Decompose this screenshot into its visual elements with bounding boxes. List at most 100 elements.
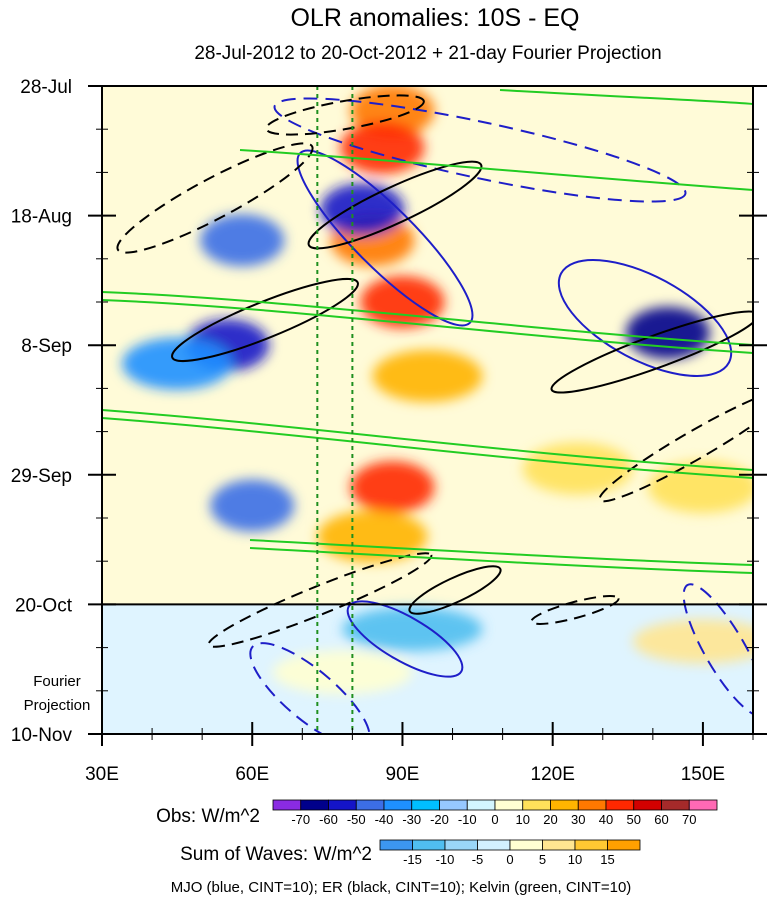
er-contour	[265, 94, 425, 136]
y-tick-label: 10-Nov	[11, 725, 73, 746]
colorbar-swatch	[272, 799, 302, 811]
reference-lines	[316, 86, 354, 734]
colorbar-swatch	[661, 799, 690, 811]
colorbar-swatch	[688, 799, 718, 811]
y-tick-label: 28-Jul	[20, 77, 72, 98]
wave-contours	[102, 89, 753, 734]
obs-anomaly-region	[210, 479, 295, 532]
mjo-contour	[273, 97, 687, 203]
colorbar-tick-label: -15	[403, 852, 422, 867]
obs-anomaly-region	[372, 350, 483, 403]
colorbar-tick-label: 40	[599, 812, 613, 827]
legend-note: MJO (blue, CINT=10); ER (black, CINT=10)…	[171, 879, 632, 896]
colorbar-swatch	[466, 799, 496, 811]
er-contour	[207, 552, 433, 648]
x-tick-label: 90E	[386, 764, 420, 785]
colorbar-swatch	[477, 839, 511, 851]
colorbar-swatch	[577, 799, 607, 811]
obs-heatmap	[102, 86, 753, 734]
colorbar-swatch	[633, 799, 662, 811]
colorbar-tick-label: 70	[682, 812, 696, 827]
colorbar-tick-label: -70	[291, 812, 310, 827]
forecast-label-line-2: Projection	[24, 697, 91, 714]
colorbar-swatch	[494, 799, 524, 811]
obs-anomaly-region	[647, 461, 753, 514]
colorbar-tick-label: 10	[516, 812, 530, 827]
obs-anomaly-region	[350, 461, 435, 514]
colorbar-swatch	[522, 799, 551, 811]
colorbar-swatch	[383, 799, 413, 811]
chart-subtitle: 28-Jul-2012 to 20-Oct-2012 + 21-day Four…	[194, 43, 661, 64]
kelvin-contour	[102, 409, 753, 471]
obs-colorbar-label: Obs: W/m^2	[156, 806, 260, 827]
projection-region	[632, 619, 753, 664]
colorbar-tick-label: 0	[506, 852, 513, 867]
colorbar-swatch	[300, 799, 329, 811]
colorbar-tick-label: 5	[539, 852, 546, 867]
er-contour	[530, 595, 620, 625]
er-contour	[116, 142, 314, 254]
chart-title: OLR anomalies: 10S - EQ	[290, 4, 579, 32]
colorbar-tick-label: 15	[600, 852, 614, 867]
kelvin-contour	[102, 291, 753, 346]
y-tick-label: 18-Aug	[11, 207, 72, 228]
wave-colorbar: -15 -10 -5 0 5 10 15	[379, 839, 641, 867]
colorbar-tick-label: 60	[654, 812, 668, 827]
obs-colorbar: -70 -60 -50 -40 -30 -20 -10 0 10 20 30 40 50 60 70	[272, 799, 718, 827]
obs-anomaly-region	[317, 510, 428, 563]
plot-frame	[101, 85, 754, 735]
obs-anomaly-region	[360, 276, 445, 328]
kelvin-contour	[499, 89, 753, 105]
colorbar-swatch	[550, 799, 579, 811]
colorbar-tick-label: 20	[543, 812, 557, 827]
obs-anomaly-region	[625, 306, 710, 359]
kelvin-contour	[102, 299, 753, 354]
colorbar-tick-label: 0	[491, 812, 498, 827]
x-tick-label: 150E	[681, 764, 725, 785]
y-tick-label: 20-Oct	[15, 595, 73, 616]
colorbar-swatch	[542, 839, 576, 851]
colorbar-tick-label: -10	[458, 812, 477, 827]
obs-anomaly-region	[320, 183, 405, 236]
colorbar-swatch	[444, 839, 478, 851]
projection-region	[342, 607, 483, 652]
colorbar-swatch	[412, 839, 446, 851]
colorbar-swatch	[439, 799, 468, 811]
kelvin-contour	[249, 539, 753, 566]
kelvin-contour	[239, 149, 753, 191]
forecast-label-line-1: Fourier	[33, 673, 81, 690]
colorbar-swatch	[509, 839, 543, 851]
er-contour	[408, 565, 502, 615]
y-tick-label: 29-Sep	[11, 466, 72, 487]
colorbar-tick-label: 50	[627, 812, 641, 827]
colorbar-swatch	[379, 839, 413, 851]
colorbar-swatch	[574, 839, 608, 851]
mjo-contour	[682, 583, 753, 717]
colorbar-swatch	[355, 799, 385, 811]
obs-anomaly-region	[200, 214, 285, 267]
colorbar-tick-label: -50	[347, 812, 366, 827]
mjo-contour	[249, 642, 371, 734]
colorbar-tick-label: -60	[319, 812, 338, 827]
colorbar-tick-label: -10	[436, 852, 455, 867]
colorbar-tick-label: -40	[375, 812, 394, 827]
colorbar-swatch	[411, 799, 440, 811]
x-tick-label: 30E	[85, 764, 119, 785]
colorbar-tick-label: 10	[568, 852, 582, 867]
mjo-contour	[346, 600, 464, 678]
x-tick-label: 60E	[235, 764, 269, 785]
colorbar-tick-label: -5	[472, 852, 484, 867]
colorbar-tick-label: -20	[430, 812, 449, 827]
obs-anomaly-region	[522, 442, 633, 495]
y-tick-label: 8-Sep	[21, 336, 72, 357]
mjo-contour	[557, 258, 733, 378]
er-contour	[307, 160, 483, 250]
colorbar-swatch	[328, 799, 357, 811]
colorbar-tick-label: -30	[402, 812, 421, 827]
x-tick-label: 120E	[531, 764, 575, 785]
colorbar-swatch	[605, 799, 635, 811]
obs-anomaly-region	[122, 337, 233, 390]
kelvin-contour	[249, 547, 753, 574]
kelvin-contour	[102, 417, 753, 479]
